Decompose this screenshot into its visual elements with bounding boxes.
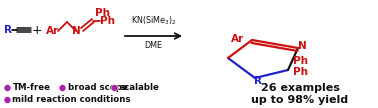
Text: +: + xyxy=(32,24,42,37)
Text: Ph: Ph xyxy=(293,56,308,66)
Circle shape xyxy=(59,84,66,91)
Text: R: R xyxy=(4,25,12,35)
Text: mild reaction conditions: mild reaction conditions xyxy=(12,95,131,105)
Text: Ar: Ar xyxy=(231,34,244,44)
Text: DME: DME xyxy=(144,41,163,50)
Text: Ar: Ar xyxy=(46,26,59,36)
Text: up to 98% yield: up to 98% yield xyxy=(251,95,349,105)
Text: Ph: Ph xyxy=(293,67,308,77)
Text: N: N xyxy=(297,41,307,51)
Text: KN(SiMe$_3$)$_2$: KN(SiMe$_3$)$_2$ xyxy=(131,14,176,27)
Circle shape xyxy=(4,97,11,103)
Circle shape xyxy=(111,84,118,91)
Text: Ph: Ph xyxy=(100,16,115,26)
Text: scalable: scalable xyxy=(119,83,160,92)
Text: TM-free: TM-free xyxy=(12,83,51,92)
Text: N: N xyxy=(71,26,81,36)
Text: broad scope: broad scope xyxy=(68,83,127,92)
Text: 26 examples: 26 examples xyxy=(260,83,339,93)
Circle shape xyxy=(4,84,11,91)
Text: R: R xyxy=(254,76,262,86)
Text: Ph: Ph xyxy=(95,8,110,18)
